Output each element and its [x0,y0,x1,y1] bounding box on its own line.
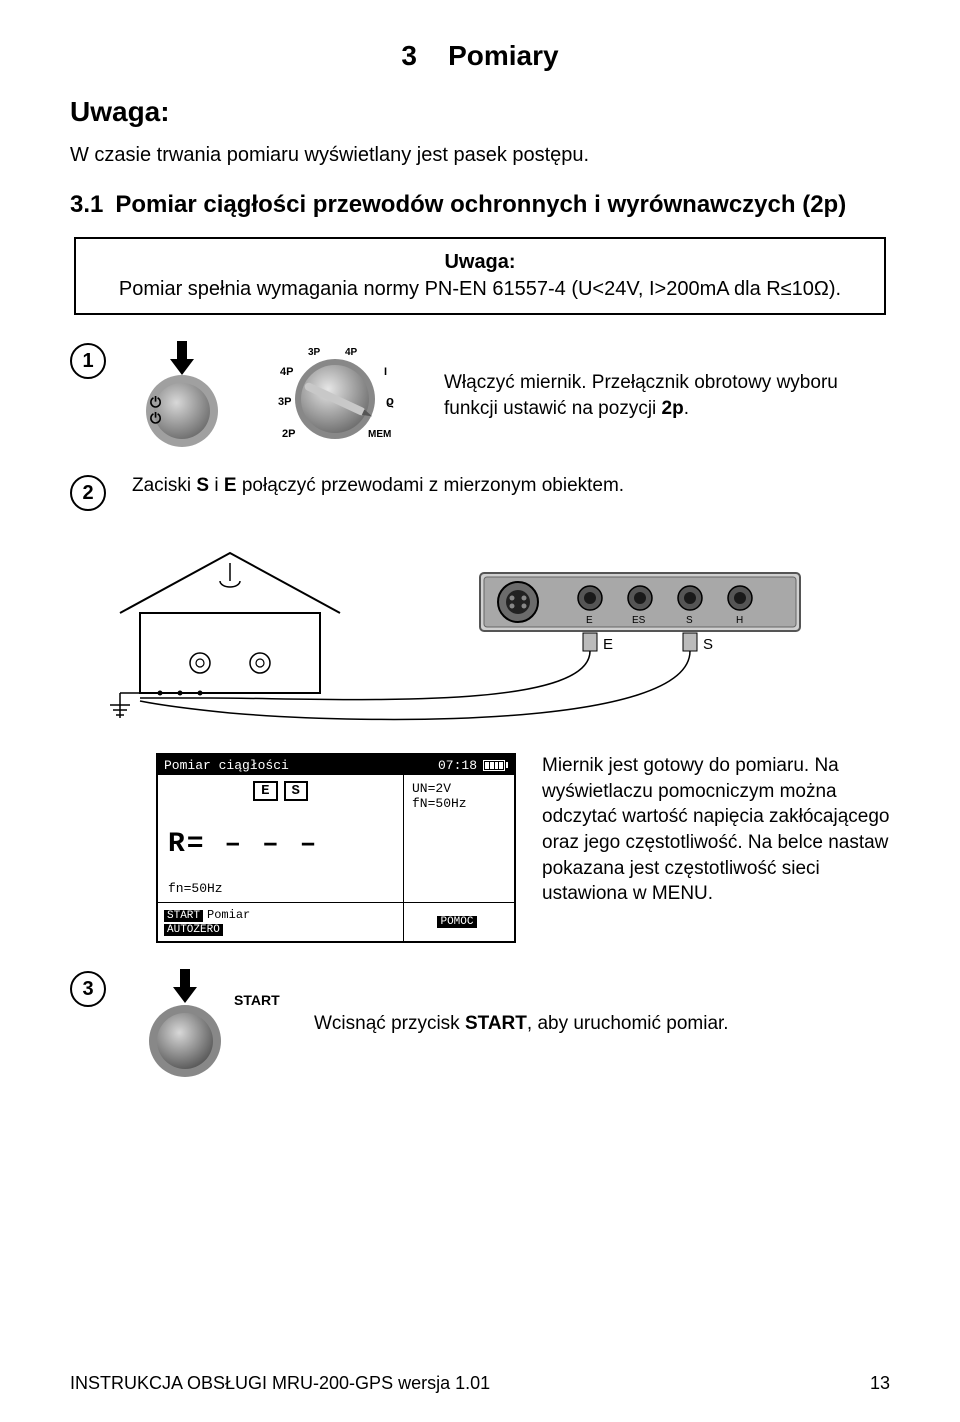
section-number: 3 [401,40,417,71]
lcd-un: UN=2V [412,781,506,796]
lcd-row: Pomiar ciągłości 07:18 ES R= – – – fn=50… [70,753,890,943]
lcd-title: Pomiar ciągłości [164,758,289,773]
svg-text:3P: 3P [278,396,291,408]
section-title: 3 Pomiary [70,40,890,72]
note-title: Uwaga: [92,249,868,276]
svg-text:ES: ES [632,615,646,626]
svg-text:S: S [703,636,713,653]
lcd-reading: R= – – – [168,829,393,860]
svg-text:3P: 3P [308,347,321,358]
svg-text:⏻: ⏻ [150,394,161,410]
svg-text:H: H [736,615,743,626]
step-2: 2 Zaciski S i E połączyć przewodami z mi… [70,473,890,511]
lcd-autozero: AUTOZERO [164,924,223,936]
lcd-description: Miernik jest gotowy do pomiaru. Na wyświ… [542,753,890,907]
step-badge: 3 [70,971,106,1007]
footer-page: 13 [870,1373,890,1394]
step-badge: 2 [70,475,106,511]
svg-text:START: START [234,992,280,1008]
battery-icon [483,760,508,771]
note-box: Uwaga: Pomiar spełnia wymagania normy PN… [74,237,886,315]
lcd-time: 07:18 [438,758,477,773]
section-name: Pomiary [448,40,559,71]
step-3: 3 START Wcisnąć przycisk START, aby uruc… [70,969,890,1079]
note-text: Pomiar spełnia wymagania normy PN-EN 615… [92,276,868,303]
svg-text:I: I [384,366,387,378]
step2-text: Zaciski S i E połączyć przewodami z mier… [132,473,624,499]
lcd-pomoc: POMOC [437,916,476,928]
lcd-fn: fn=50Hz [168,881,393,896]
start-button-illustration: START [132,969,292,1079]
lcd-screen: Pomiar ciągłości 07:18 ES R= – – – fn=50… [156,753,516,943]
svg-text:4P: 4P [280,366,293,378]
svg-text:4P: 4P [345,347,358,358]
uwaga-heading: Uwaga: [70,96,890,128]
svg-text:S: S [686,615,693,626]
subsection-heading: 3.1 Pomiar ciągłości przewodów ochronnyc… [70,191,890,219]
step-1: 1 ⏻ ⏻ [70,341,890,451]
svg-text:E: E [586,615,593,626]
step3-text: Wcisnąć przycisk START, aby uruchomić po… [314,1011,729,1037]
svg-text:⏻: ⏻ [150,410,161,426]
lcd-fN: fN=50Hz [412,796,506,811]
lcd-es-indicators: ES [168,781,393,801]
footer-left: INSTRUKCJA OBSŁUGI MRU-200-GPS wersja 1.… [70,1373,490,1394]
svg-text:ϱ: ϱ [386,393,394,408]
house-wiring-diagram: E ES S H E S [70,533,890,733]
subsection-title: Pomiar ciągłości przewodów ochronnych i … [115,191,890,219]
power-button-illustration: ⏻ ⏻ [132,341,232,451]
step-badge: 1 [70,343,106,379]
step1-graphics: ⏻ ⏻ 3P 4P 4P I 3P ϱ 2P [132,341,420,451]
rotary-selector-illustration: 3P 4P 4P I 3P ϱ 2P MEM [250,341,420,451]
step1-text: Włączyć miernik. Przełącznik obrotowy wy… [444,370,890,421]
lcd-start-row: STARTPomiar [164,908,397,922]
page-footer: INSTRUKCJA OBSŁUGI MRU-200-GPS wersja 1.… [70,1373,890,1394]
svg-text:2P: 2P [282,428,295,440]
svg-text:MEM: MEM [368,429,391,440]
svg-text:E: E [603,636,613,653]
intro-text: W czasie trwania pomiaru wyświetlany jes… [70,142,890,169]
subsection-number: 3.1 [70,191,103,219]
